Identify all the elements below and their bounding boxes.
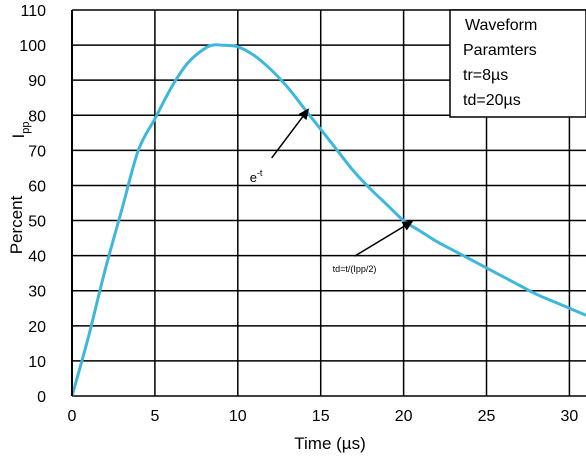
y-tick-label-20: 20 [28, 319, 46, 336]
x-tick-label-25: 25 [478, 408, 496, 425]
legend-border [449, 9, 586, 118]
x-axis-ticks: 0 5 10 15 20 25 30 [68, 408, 579, 425]
annotation-label-2: td=t/(Ipp/2) [333, 264, 377, 274]
y-axis-unit-base: I [9, 134, 28, 139]
annotation-arrow-2 [354, 225, 405, 257]
x-tick-label-20: 20 [395, 408, 413, 425]
y-tick-label-0: 0 [37, 389, 46, 406]
y-axis-ticks: 0 10 20 30 40 50 60 70 80 90 100 110 [19, 3, 46, 406]
y-tick-label-40: 40 [28, 249, 46, 266]
y-axis-unit: Ipp [9, 122, 32, 139]
annotation-arrow-1 [271, 116, 304, 159]
x-tick-label-0: 0 [68, 408, 77, 425]
legend-box: Waveform Paramters tr=8µs td=20µs [449, 9, 586, 118]
legend-line-4: td=20µs [463, 92, 521, 109]
annotations: e-t td=t/(Ipp/2) [250, 108, 414, 274]
y-tick-label-60: 60 [28, 178, 46, 195]
y-tick-label-110: 110 [20, 3, 46, 20]
legend-line-2: Paramters [463, 42, 537, 59]
y-tick-label-100: 100 [19, 38, 46, 55]
y-tick-label-80: 80 [28, 108, 46, 125]
annotation-arrowhead-2 [401, 220, 414, 231]
legend-line-3: tr=8µs [463, 67, 508, 84]
y-axis-title: Percent [7, 195, 26, 254]
y-tick-label-30: 30 [28, 284, 46, 301]
x-tick-label-15: 15 [312, 408, 330, 425]
annotation-arrowhead-1 [298, 108, 310, 121]
y-tick-label-10: 10 [28, 354, 46, 371]
legend-title: Waveform [465, 17, 537, 34]
y-tick-label-90: 90 [28, 73, 46, 90]
y-axis-unit-sub: pp [20, 122, 32, 134]
x-tick-label-10: 10 [229, 408, 247, 425]
x-tick-label-30: 30 [561, 408, 579, 425]
annotation-label-1: e-t [250, 168, 263, 185]
y-axis-title-group: Percent [7, 195, 26, 254]
grid [72, 9, 586, 397]
y-tick-label-50: 50 [28, 214, 46, 231]
y-tick-label-70: 70 [28, 143, 46, 160]
series-line [70, 43, 586, 397]
x-tick-label-5: 5 [150, 408, 159, 425]
x-axis-title: Time (µs) [294, 434, 366, 453]
y-axis-unit-group: Ipp [9, 122, 32, 139]
